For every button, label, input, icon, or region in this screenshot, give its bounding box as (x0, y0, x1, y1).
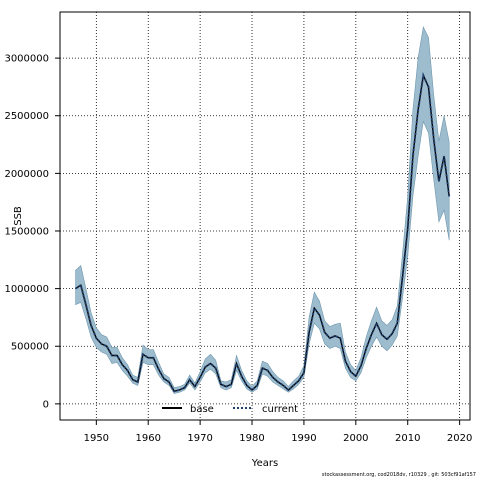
x-tick-label: 1970 (187, 433, 212, 444)
y-axis: 0 500000 1000000 1500000 2000000 2500000 30000… (4, 54, 60, 410)
y-axis-title: SSB (13, 206, 24, 226)
legend: base current (162, 404, 298, 415)
y-tick-label: 2000000 (4, 169, 49, 180)
x-axis-title: Years (251, 458, 278, 469)
y-tick-label: 0 (43, 399, 49, 410)
y-tick-label: 500000 (11, 342, 49, 353)
legend-base-label: base (190, 404, 214, 415)
x-tick-label: 2010 (395, 433, 420, 444)
y-tick-label: 3000000 (4, 54, 49, 65)
footer-attribution: stockassessment.org, cod2018dv, r10329 ,… (321, 472, 476, 478)
x-tick-label: 2020 (447, 433, 472, 444)
y-tick-label: 1000000 (4, 284, 49, 295)
x-tick-label: 1960 (136, 433, 161, 444)
x-tick-label: 1950 (84, 433, 109, 444)
confidence-band (75, 26, 450, 394)
x-axis: 1950 1960 1970 1980 1990 2000 2010 2020 (84, 420, 472, 444)
y-tick-label: 1500000 (4, 226, 49, 237)
y-tick-label: 2500000 (4, 111, 49, 122)
series-layer (75, 71, 451, 393)
plot-frame (59, 11, 471, 421)
x-tick-label: 1980 (239, 433, 264, 444)
x-tick-label: 1990 (291, 433, 316, 444)
series-line-current (75, 71, 451, 393)
x-tick-label: 2000 (343, 433, 368, 444)
legend-current-label: current (262, 404, 298, 415)
